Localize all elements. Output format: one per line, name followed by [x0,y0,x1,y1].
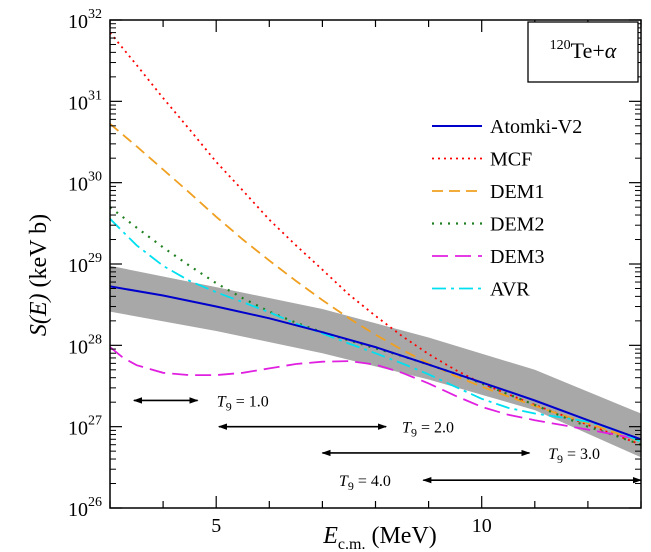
series-line-dem3 [110,346,641,441]
y-tick-label: 1027 [68,414,102,440]
y-axis-label-unit: (keV b) [26,214,52,288]
x-tick-label: 10 [472,515,492,537]
y-tick-label: 1032 [68,7,102,33]
y-axis-label-main: S(E) [26,293,52,336]
temperature-label-3: T9 = 3.0 [548,446,600,466]
series-line-avr [110,218,641,443]
series-line-atomki-v2 [110,285,641,441]
uncertainty-band [110,265,641,458]
temperature-label-1: T9 = 1.0 [217,393,269,413]
annotation-mass: 120 [550,38,571,53]
x-axis-label-unit: (MeV) [371,523,436,549]
temperature-label-bg-4 [333,469,396,492]
temperature-label-2: T9 = 2.0 [402,420,454,440]
legend-label-avr: AVR [490,279,530,301]
x-axis-label-main: E [322,523,338,549]
series-line-dem1 [110,123,641,443]
plot-frame [109,19,642,509]
x-axis-label-sub: c.m. [338,536,366,552]
uncertainty-band-layer [110,265,641,458]
y-tick-label: 1031 [68,88,102,114]
legend-label-atomki-v2: Atomki-V2 [490,116,582,138]
legend-label-mcf: MCF [490,149,532,171]
series-line-mcf [110,32,641,446]
x-tick-label: 5 [211,515,221,537]
y-tick-label: 1029 [68,251,102,277]
y-axis-label: S(E) (keV b) [26,214,52,336]
reaction-annotation: 120Te+α [550,38,617,63]
legend-label-dem1: DEM1 [490,181,544,203]
annotation-nucleus: Te+ [571,38,605,63]
temperature-arrows-layer: T9 = 1.0 T9 = 2.0 T9 = 3.0 T9 = 4.0 [132,389,642,493]
legend-label-dem2: DEM2 [490,214,544,236]
plot-frame-layer [109,19,642,509]
ticks-layer: 5 10 1026 1027 1028 1029 1030 1031 1032 [68,7,642,537]
series-layer [110,32,641,446]
legend-label-dem3: DEM3 [490,246,544,268]
y-tick-label: 1028 [68,332,102,358]
annotation-particle: α [605,38,617,63]
reaction-annotation-box [527,21,639,83]
temperature-label-bg-1 [211,389,274,412]
x-axis-label: Ec.m. (MeV) [322,523,437,552]
legend: Atomki-V2 MCF DEM1 DEM2 DEM3 AVR [432,116,582,301]
temperature-label-4: T9 = 4.0 [339,473,391,493]
y-tick-label: 1026 [68,495,102,521]
y-tick-label: 1030 [68,170,102,196]
